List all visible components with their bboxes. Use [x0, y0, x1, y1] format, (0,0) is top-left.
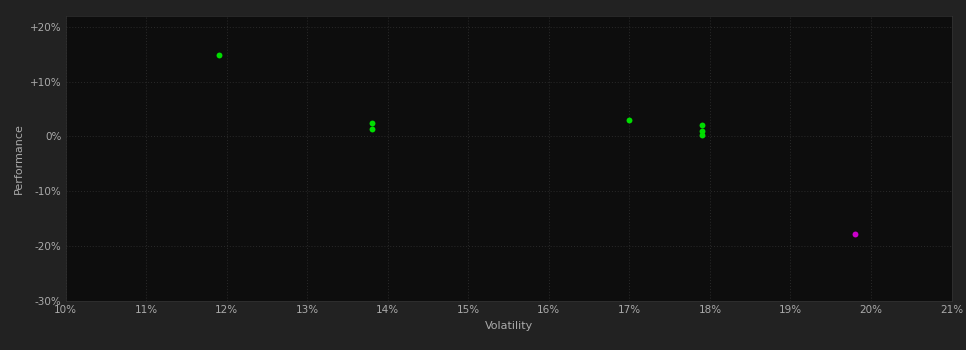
Point [364, 126, 380, 132]
Point [695, 122, 710, 128]
Point [622, 117, 638, 123]
Point [695, 133, 710, 138]
Point [364, 120, 380, 126]
Point [847, 231, 863, 236]
X-axis label: Volatility: Volatility [485, 321, 532, 331]
Point [211, 52, 226, 58]
Point [695, 128, 710, 134]
Y-axis label: Performance: Performance [14, 123, 24, 194]
